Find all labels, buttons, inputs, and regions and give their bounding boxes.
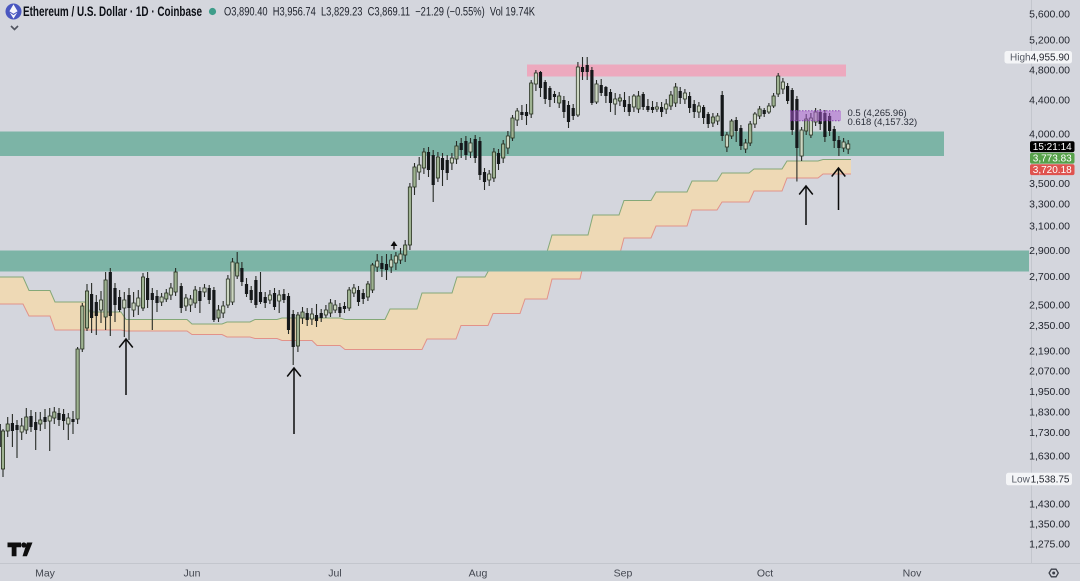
svg-text:15:21:14: 15:21:14	[1033, 142, 1072, 153]
svg-text:1,630.00: 1,630.00	[1029, 451, 1070, 463]
svg-text:5,600.00: 5,600.00	[1029, 9, 1070, 21]
svg-text:0.618 (4,157.32): 0.618 (4,157.32)	[848, 117, 918, 128]
svg-text:3,500.00: 3,500.00	[1029, 178, 1070, 190]
svg-text:2,350.00: 2,350.00	[1029, 320, 1070, 332]
svg-text:May: May	[35, 568, 56, 580]
svg-text:2,700.00: 2,700.00	[1029, 271, 1070, 283]
svg-text:4,800.00: 4,800.00	[1029, 65, 1070, 77]
svg-text:Sep: Sep	[614, 568, 633, 580]
svg-text:Nov: Nov	[903, 568, 922, 580]
svg-text:Oct: Oct	[757, 568, 773, 580]
svg-text:3,100.00: 3,100.00	[1029, 221, 1070, 233]
svg-text:3,300.00: 3,300.00	[1029, 199, 1070, 211]
svg-text:O3,890.40 H3,956.74 L3,829.2: O3,890.40 H3,956.74 L3,829.23 C3,869.11 …	[224, 6, 535, 18]
svg-text:Aug: Aug	[469, 568, 488, 580]
svg-text:1,730.00: 1,730.00	[1029, 427, 1070, 439]
svg-text:1,430.00: 1,430.00	[1029, 499, 1070, 511]
svg-text:0.5 (4,265.96): 0.5 (4,265.96)	[848, 108, 907, 119]
svg-text:Jul: Jul	[328, 568, 341, 580]
svg-text:3,773.83: 3,773.83	[1033, 154, 1072, 165]
svg-text:Ethereum / U.S. Dollar · 1D ·: Ethereum / U.S. Dollar · 1D · Coinbase	[23, 4, 202, 19]
svg-text:4,955.90: 4,955.90	[1031, 53, 1070, 64]
svg-text:4,000.00: 4,000.00	[1029, 128, 1070, 140]
svg-text:Jun: Jun	[184, 568, 201, 580]
svg-text:3,720.18: 3,720.18	[1033, 165, 1072, 176]
svg-text:5,200.00: 5,200.00	[1029, 35, 1070, 47]
svg-text:Low: Low	[1012, 474, 1031, 485]
svg-text:2,070.00: 2,070.00	[1029, 366, 1070, 378]
svg-text:1,275.00: 1,275.00	[1029, 539, 1070, 551]
svg-text:2,500.00: 2,500.00	[1029, 300, 1070, 312]
svg-text:1,538.75: 1,538.75	[1031, 474, 1070, 485]
svg-text:2,190.00: 2,190.00	[1029, 346, 1070, 358]
svg-text:1,350.00: 1,350.00	[1029, 519, 1070, 531]
svg-text:2,900.00: 2,900.00	[1029, 245, 1070, 257]
svg-text:4,400.00: 4,400.00	[1029, 95, 1070, 107]
svg-text:High: High	[1010, 53, 1031, 64]
svg-text:1,950.00: 1,950.00	[1029, 386, 1070, 398]
svg-text:1,830.00: 1,830.00	[1029, 407, 1070, 419]
